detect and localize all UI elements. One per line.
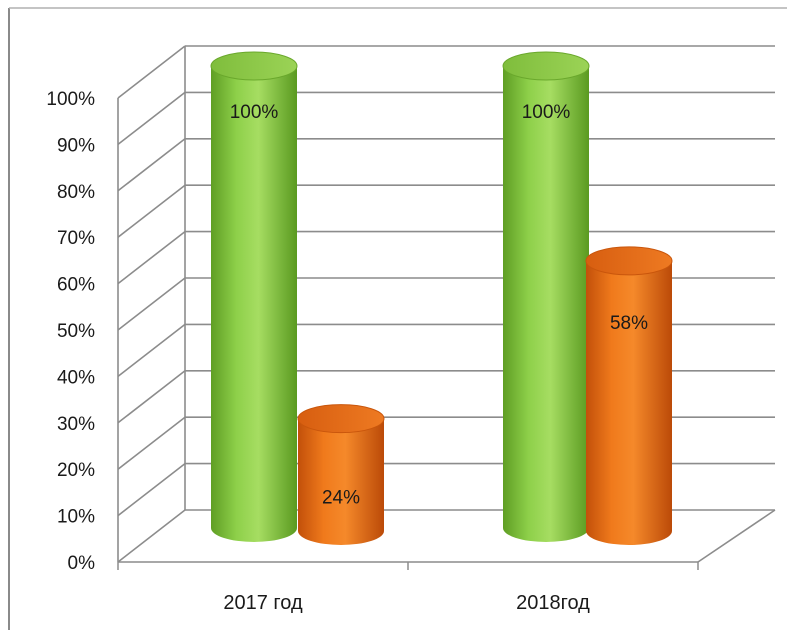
cylinder-top [297, 404, 385, 434]
side-wall-gridline [117, 277, 186, 331]
y-tick-label: 90% [57, 135, 95, 156]
side-wall-gridline [117, 138, 186, 192]
y-tick-label: 50% [57, 321, 95, 342]
data-label: 58% [610, 313, 648, 334]
floor-right-edge [697, 509, 776, 563]
x-category-label: 2018год [516, 592, 590, 614]
side-wall-gridline [117, 323, 186, 378]
cylinder-top [585, 246, 673, 276]
cylinder-top [502, 51, 590, 81]
y-tick-label: 100% [46, 89, 95, 110]
side-wall-gridline [117, 184, 186, 238]
side-wall-gridline [117, 45, 186, 99]
y-tick-label: 40% [57, 367, 95, 388]
cylinder-body [503, 66, 589, 542]
side-wall-gridline [117, 370, 186, 424]
side-wall-gridline [117, 91, 186, 146]
y-tick-label: 30% [57, 414, 95, 435]
y-tick-label: 60% [57, 275, 95, 296]
side-wall-gridline [117, 416, 186, 470]
data-label: 100% [522, 102, 571, 123]
y-tick-label: 0% [68, 553, 96, 574]
cylinder-body [298, 418, 384, 545]
y-tick-label: 20% [57, 460, 95, 481]
cylinder-bar [297, 404, 385, 545]
chart-border [8, 7, 787, 630]
side-wall-gridline [117, 230, 186, 285]
labels: 100% 100% 24% 58% [230, 102, 648, 509]
data-label: 24% [322, 488, 360, 509]
y-tick-label: 10% [57, 507, 95, 528]
bars [210, 51, 673, 545]
axes: 0% 10% 20% 30% 40% 50% 60% 70% 80% 90% 100% 2017 го… [46, 89, 699, 614]
cylinder-body [586, 260, 672, 545]
data-label: 100% [230, 102, 279, 123]
side-wall-gridline [117, 462, 186, 517]
floor-left-edge [117, 509, 186, 563]
cylinder-bar [585, 246, 673, 545]
cylinder-top [210, 51, 298, 81]
x-category-label: 2017 год [223, 592, 303, 614]
y-tick-label: 80% [57, 182, 95, 203]
cylinder-bar [502, 51, 590, 542]
cylinder-body [211, 66, 297, 542]
cylinder-bar [210, 51, 298, 542]
y-tick-label: 70% [57, 228, 95, 249]
